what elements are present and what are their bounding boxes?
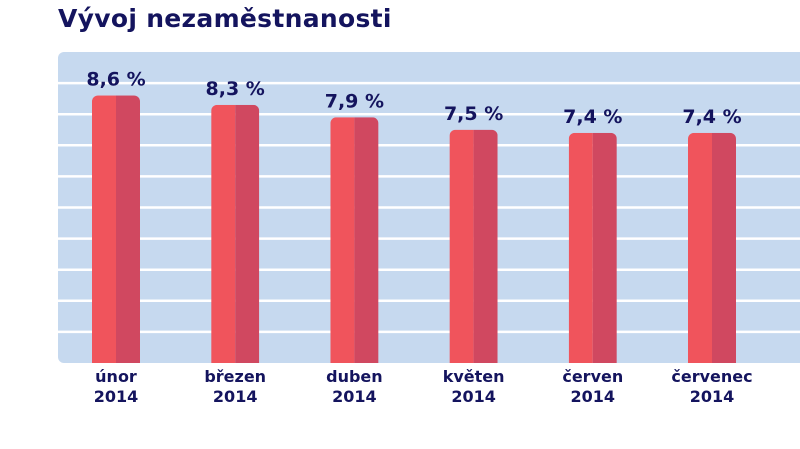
bar — [211, 104, 236, 364]
bar — [92, 95, 116, 363]
bar-shade — [116, 95, 140, 363]
data-label: 7,5 % — [444, 103, 503, 125]
data-label: 7,9 % — [325, 90, 384, 112]
category-label: červen — [562, 367, 623, 386]
category-label: březen — [204, 367, 266, 386]
category-label: květen — [443, 367, 505, 386]
category-label: únor — [95, 367, 137, 386]
category-year-label: 2014 — [451, 387, 496, 406]
chart-title: Vývoj nezaměstnanosti — [58, 4, 392, 33]
category-year-label: 2014 — [332, 387, 377, 406]
bar-shade — [235, 104, 260, 364]
bar — [330, 117, 355, 363]
bar-shade — [473, 129, 498, 363]
category-label: červenec — [671, 367, 752, 386]
category-label: duben — [326, 367, 383, 386]
bar-shade — [592, 132, 617, 363]
bar — [568, 132, 593, 363]
category-year-label: 2014 — [571, 387, 616, 406]
category-year-label: 2014 — [213, 387, 258, 406]
bar — [688, 132, 712, 363]
data-label: 7,4 % — [563, 106, 622, 128]
category-year-label: 2014 — [94, 387, 139, 406]
data-label: 7,4 % — [682, 106, 741, 128]
category-year-label: 2014 — [690, 387, 735, 406]
bar — [449, 129, 474, 363]
data-label: 8,6 % — [86, 69, 145, 91]
bar-shade — [712, 132, 736, 363]
bar-shade — [354, 117, 379, 363]
data-label: 8,3 % — [206, 78, 265, 100]
